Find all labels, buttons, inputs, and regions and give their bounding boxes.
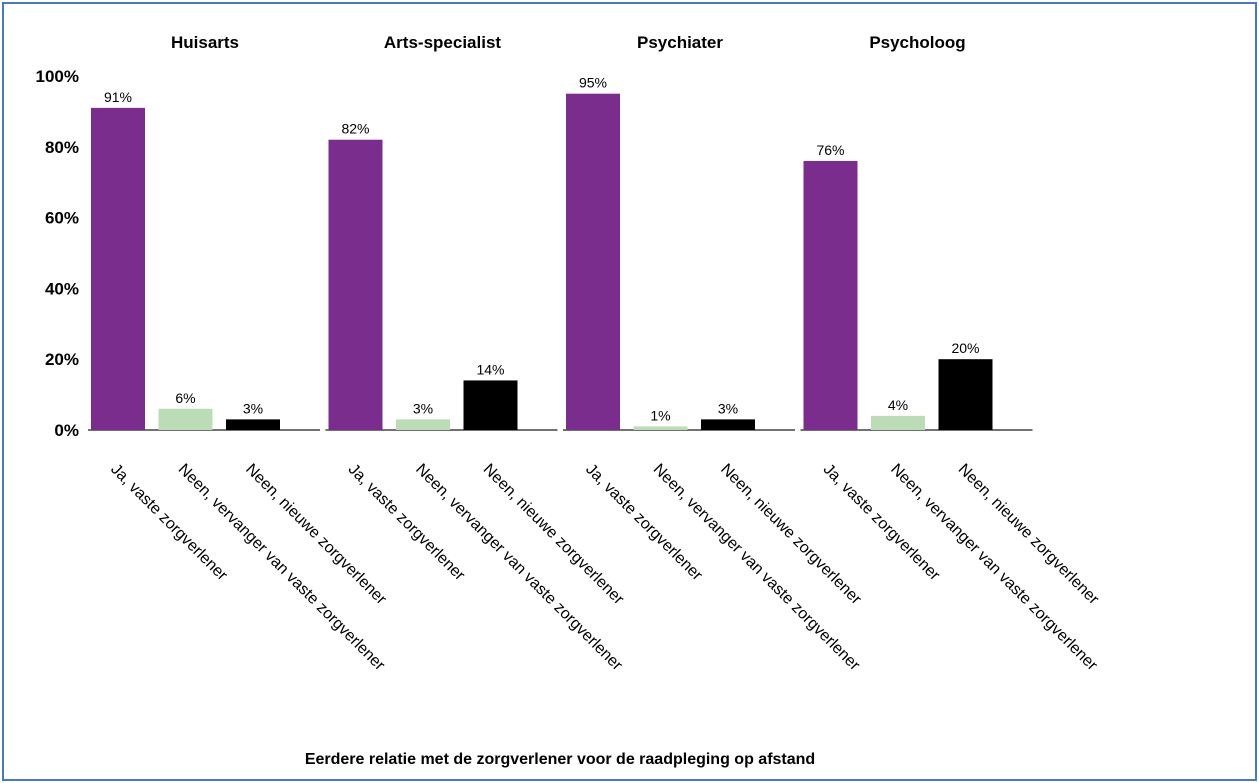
data-label: 6% [175,390,195,406]
category-label: Neen, nieuwe zorgverlener [955,461,1103,609]
data-label: 4% [888,397,908,413]
data-label: 76% [816,142,844,158]
data-label: 95% [579,75,607,91]
panel-title: Arts-specialist [384,33,501,52]
category-label: Ja, vaste zorgverlener [345,461,469,585]
bar [566,93,620,430]
y-tick-label: 80% [45,138,79,157]
bar [226,419,280,430]
x-axis-title: Eerdere relatie met de zorgverlener voor… [305,751,815,768]
bar [701,419,755,430]
panel-title: Huisarts [171,33,239,52]
y-tick-label: 20% [45,350,79,369]
y-tick-label: 60% [45,209,79,228]
bar [938,359,993,430]
y-tick-label: 40% [45,279,79,298]
bar [396,419,450,430]
y-tick-label: 0% [54,421,79,440]
bar [158,408,213,430]
category-label: Ja, vaste zorgverlener [582,461,706,585]
category-label: Ja, vaste zorgverlener [107,461,231,585]
data-label: 1% [650,407,670,423]
panel-title: Psychiater [637,33,723,52]
bar [803,160,858,430]
bar [871,415,925,430]
bar [463,380,518,430]
data-label: 82% [341,121,369,137]
panel-title: Psycholoog [869,33,965,52]
data-label: 3% [243,400,263,416]
data-label: 3% [413,400,433,416]
data-label: 91% [104,89,132,105]
category-label: Ja, vaste zorgverlener [820,461,944,585]
data-label: 3% [718,400,738,416]
data-label: 20% [951,340,979,356]
bar [633,426,688,430]
y-tick-label: 100% [36,67,79,86]
bar [328,139,383,430]
bar [91,107,145,431]
data-label: 14% [476,361,504,377]
